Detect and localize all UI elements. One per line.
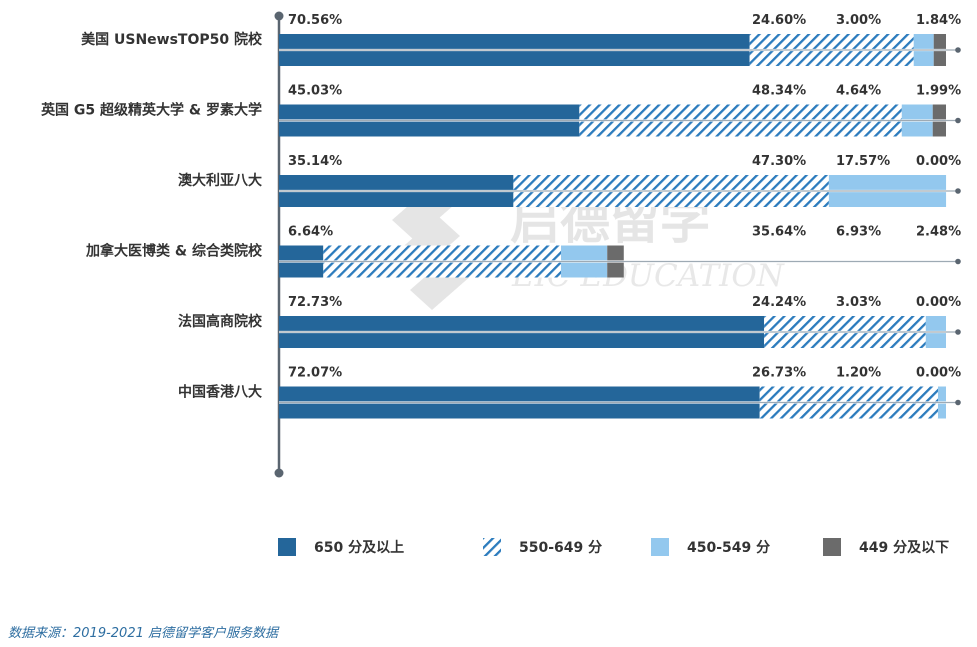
value-label: 70.56% xyxy=(288,13,342,28)
bar-row: 澳大利亚八大 35.14% 47.30% 17.57% 0.00% xyxy=(178,154,961,207)
value-label: 47.30% xyxy=(752,154,806,169)
value-label: 24.60% xyxy=(752,13,806,28)
plot-area: 美国 USNewsTOP50 院校 70.56% 24.60% 3.00% 1.84% 英… xyxy=(40,11,961,478)
value-label: 0.00% xyxy=(916,295,961,310)
value-label: 17.57% xyxy=(836,154,890,169)
legend-item: 450-549 分 xyxy=(651,538,770,556)
value-label: 45.03% xyxy=(288,84,342,99)
category-label: 中国香港八大 xyxy=(178,384,262,401)
category-label: 法国高商院校 xyxy=(178,313,263,330)
legend-swatch xyxy=(278,538,296,556)
bar-end-dot xyxy=(955,258,961,265)
source-note: 数据来源：2019-2021 启德留学客户服务数据 xyxy=(8,625,280,641)
value-label: 1.99% xyxy=(916,84,961,99)
legend-label: 650 分及以上 xyxy=(314,540,404,556)
value-label: 72.73% xyxy=(288,295,342,310)
category-label: 加拿大医博类 & 综合类院校 xyxy=(85,243,263,260)
value-label: 24.24% xyxy=(752,295,806,310)
bar-end-dot xyxy=(955,329,961,335)
axis-bottom-dot xyxy=(274,468,284,478)
legend-label: 449 分及以下 xyxy=(859,540,949,556)
value-label: 6.64% xyxy=(288,225,333,240)
legend-label: 450-549 分 xyxy=(687,540,770,556)
legend: 650 分及以上 550-649 分 450-549 分 449 分及以下 xyxy=(278,538,949,556)
value-label: 26.73% xyxy=(752,366,806,381)
legend-item: 650 分及以上 xyxy=(278,538,404,556)
category-label: 英国 G5 超级精英大学 & 罗素大学 xyxy=(40,102,262,119)
value-label: 2.48% xyxy=(916,225,961,240)
axis-top-dot xyxy=(274,11,284,21)
bar-row: 美国 USNewsTOP50 院校 70.56% 24.60% 3.00% 1.84% xyxy=(81,13,961,66)
bar-row: 加拿大医博类 & 综合类院校 6.64% 35.64% 6.93% 2.48% xyxy=(85,225,961,278)
value-label: 4.64% xyxy=(836,84,881,99)
bar-end-dot xyxy=(955,47,961,53)
legend-swatch xyxy=(483,538,501,556)
category-label: 澳大利亚八大 xyxy=(178,172,262,189)
category-label: 美国 USNewsTOP50 院校 xyxy=(81,31,263,48)
legend-label: 550-649 分 xyxy=(519,540,602,556)
bar-row: 中国香港八大 72.07% 26.73% 1.20% 0.00% xyxy=(178,366,961,419)
legend-item: 550-649 分 xyxy=(483,538,602,556)
bar-row: 英国 G5 超级精英大学 & 罗素大学 45.03% 48.34% 4.64% 1.99… xyxy=(40,84,961,137)
value-label: 0.00% xyxy=(916,154,961,169)
bar-end-dot xyxy=(955,188,961,194)
bar-row: 法国高商院校 72.73% 24.24% 3.03% 0.00% xyxy=(178,295,961,348)
legend-swatch xyxy=(823,538,841,556)
value-label: 72.07% xyxy=(288,366,342,381)
value-label: 6.93% xyxy=(836,225,881,240)
value-label: 1.84% xyxy=(916,13,961,28)
legend-item: 449 分及以下 xyxy=(823,538,949,556)
value-label: 0.00% xyxy=(916,366,961,381)
value-label: 35.64% xyxy=(752,225,806,240)
legend-swatch xyxy=(651,538,669,556)
value-label: 3.00% xyxy=(836,13,881,28)
bar-end-dot xyxy=(955,399,961,406)
value-label: 3.03% xyxy=(836,295,881,310)
value-label: 48.34% xyxy=(752,84,806,99)
bar-end-dot xyxy=(955,117,961,124)
value-label: 1.20% xyxy=(836,366,881,381)
value-label: 35.14% xyxy=(288,154,342,169)
